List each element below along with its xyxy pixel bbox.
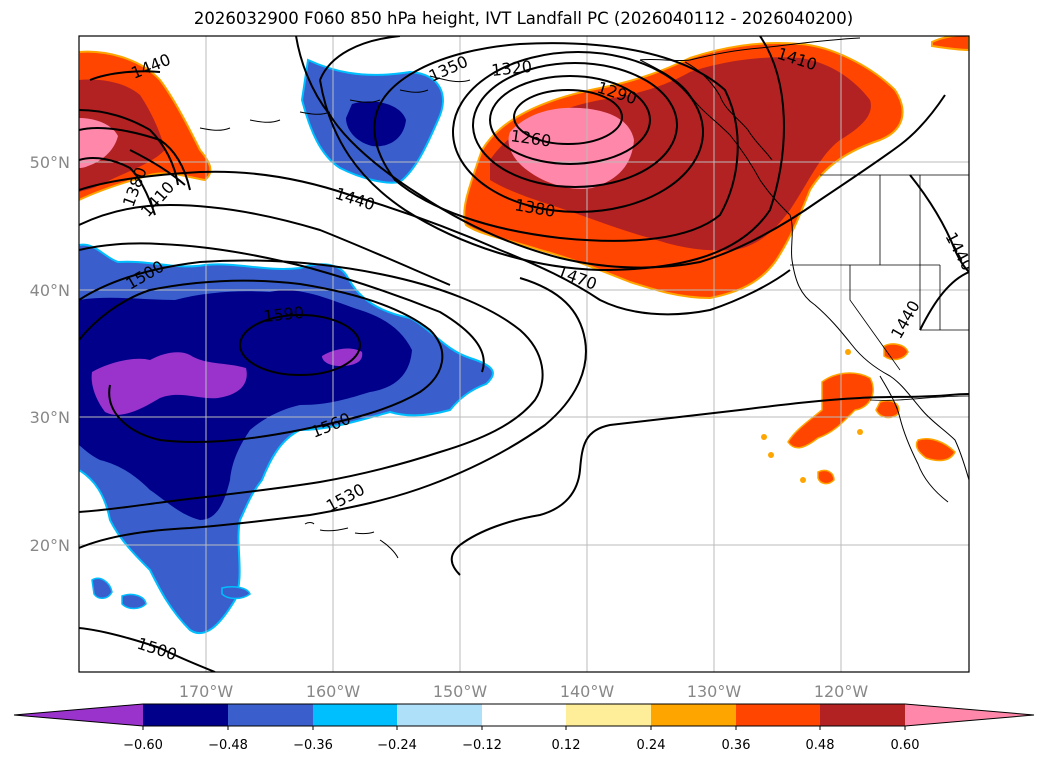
colorbar-segment-1: [143, 704, 228, 726]
positive-anomaly-dot-5: [761, 434, 767, 440]
colorbar-tick: 0.60: [891, 738, 920, 753]
positive-anomaly-northeast: [931, 36, 969, 52]
negative-anomaly-purple-east: [322, 348, 363, 366]
colorbar-tick: −0.48: [208, 738, 248, 753]
positive-anomaly-dot-1: [845, 349, 851, 355]
lat-label-30n: 30°N: [30, 408, 70, 427]
colorbar-segment-3: [313, 704, 397, 726]
positive-anomaly-small-1: [817, 469, 835, 485]
positive-anomaly-dot-4: [768, 452, 774, 458]
colorbar-tick: 0.36: [722, 738, 751, 753]
colorbar-tick: −0.60: [123, 738, 163, 753]
colorbar-segment-5: [482, 704, 566, 726]
colorbar-segment-6: [566, 704, 651, 726]
lon-label-140w: 140°W: [560, 682, 615, 701]
lat-label-40n: 40°N: [30, 281, 70, 300]
lon-label-120w: 120°W: [814, 682, 869, 701]
colorbar-segment-10: [905, 704, 1034, 726]
negative-anomaly-subtropical-core: [79, 290, 412, 520]
political-borders: [790, 174, 969, 401]
map-frame: [78, 35, 970, 673]
colorbar-tick: −0.36: [293, 738, 333, 753]
lon-label-130w: 130°W: [687, 682, 742, 701]
colorbar-segment-0: [14, 704, 143, 726]
colorbar: −0.60 −0.48 −0.36 −0.24 −0.12 0.12 0.24 …: [13, 703, 1035, 753]
negative-anomaly-southwest-3: [221, 586, 251, 600]
height-contours: [79, 36, 969, 672]
contour-label: 1320: [490, 57, 532, 80]
latitude-labels: 50°N 40°N 30°N 20°N: [30, 153, 70, 555]
lon-label-160w: 160°W: [306, 682, 361, 701]
lat-label-50n: 50°N: [30, 153, 70, 172]
map-title: 2026032900 F060 850 hPa height, IVT Land…: [193, 9, 854, 28]
negative-anomaly-purple-west: [91, 352, 247, 415]
negative-anomaly-southwest: [91, 577, 113, 599]
positive-anomaly-gulf-of-alaska-mid: [490, 57, 871, 251]
colorbar-segment-2: [228, 704, 313, 726]
negative-anomaly-southwest-2: [121, 593, 147, 610]
negative-anomaly-north-pacific-core: [346, 101, 406, 147]
positive-anomaly-mexico: [915, 438, 956, 462]
lat-label-20n: 20°N: [30, 536, 70, 555]
positive-anomaly-california: [787, 372, 874, 449]
positive-anomaly-gulf-of-alaska-core: [508, 107, 634, 189]
contour-label: 1590: [262, 303, 304, 326]
colorbar-tick: −0.24: [377, 738, 417, 753]
positive-anomaly-socal: [883, 343, 909, 361]
colorbar-segment-7: [651, 704, 736, 726]
colorbar-segment-8: [736, 704, 820, 726]
lon-label-170w: 170°W: [179, 682, 234, 701]
colorbar-tick: 0.12: [552, 738, 581, 753]
colorbar-tick: 0.24: [637, 738, 666, 753]
positive-anomaly-northwest-core: [79, 118, 118, 168]
colorbar-tick: −0.12: [462, 738, 502, 753]
colorbar-tick: 0.48: [806, 738, 835, 753]
positive-anomaly-dot-2: [800, 477, 806, 483]
longitude-labels: 170°W 160°W 150°W 140°W 130°W 120°W: [179, 682, 869, 701]
colorbar-segment-9: [820, 704, 905, 726]
positive-anomaly-northwest-mid: [79, 79, 165, 192]
positive-anomaly-dot-3: [857, 429, 863, 435]
colorbar-segment-4: [397, 704, 482, 726]
positive-anomaly-baja: [875, 400, 900, 419]
lon-label-150w: 150°W: [433, 682, 488, 701]
